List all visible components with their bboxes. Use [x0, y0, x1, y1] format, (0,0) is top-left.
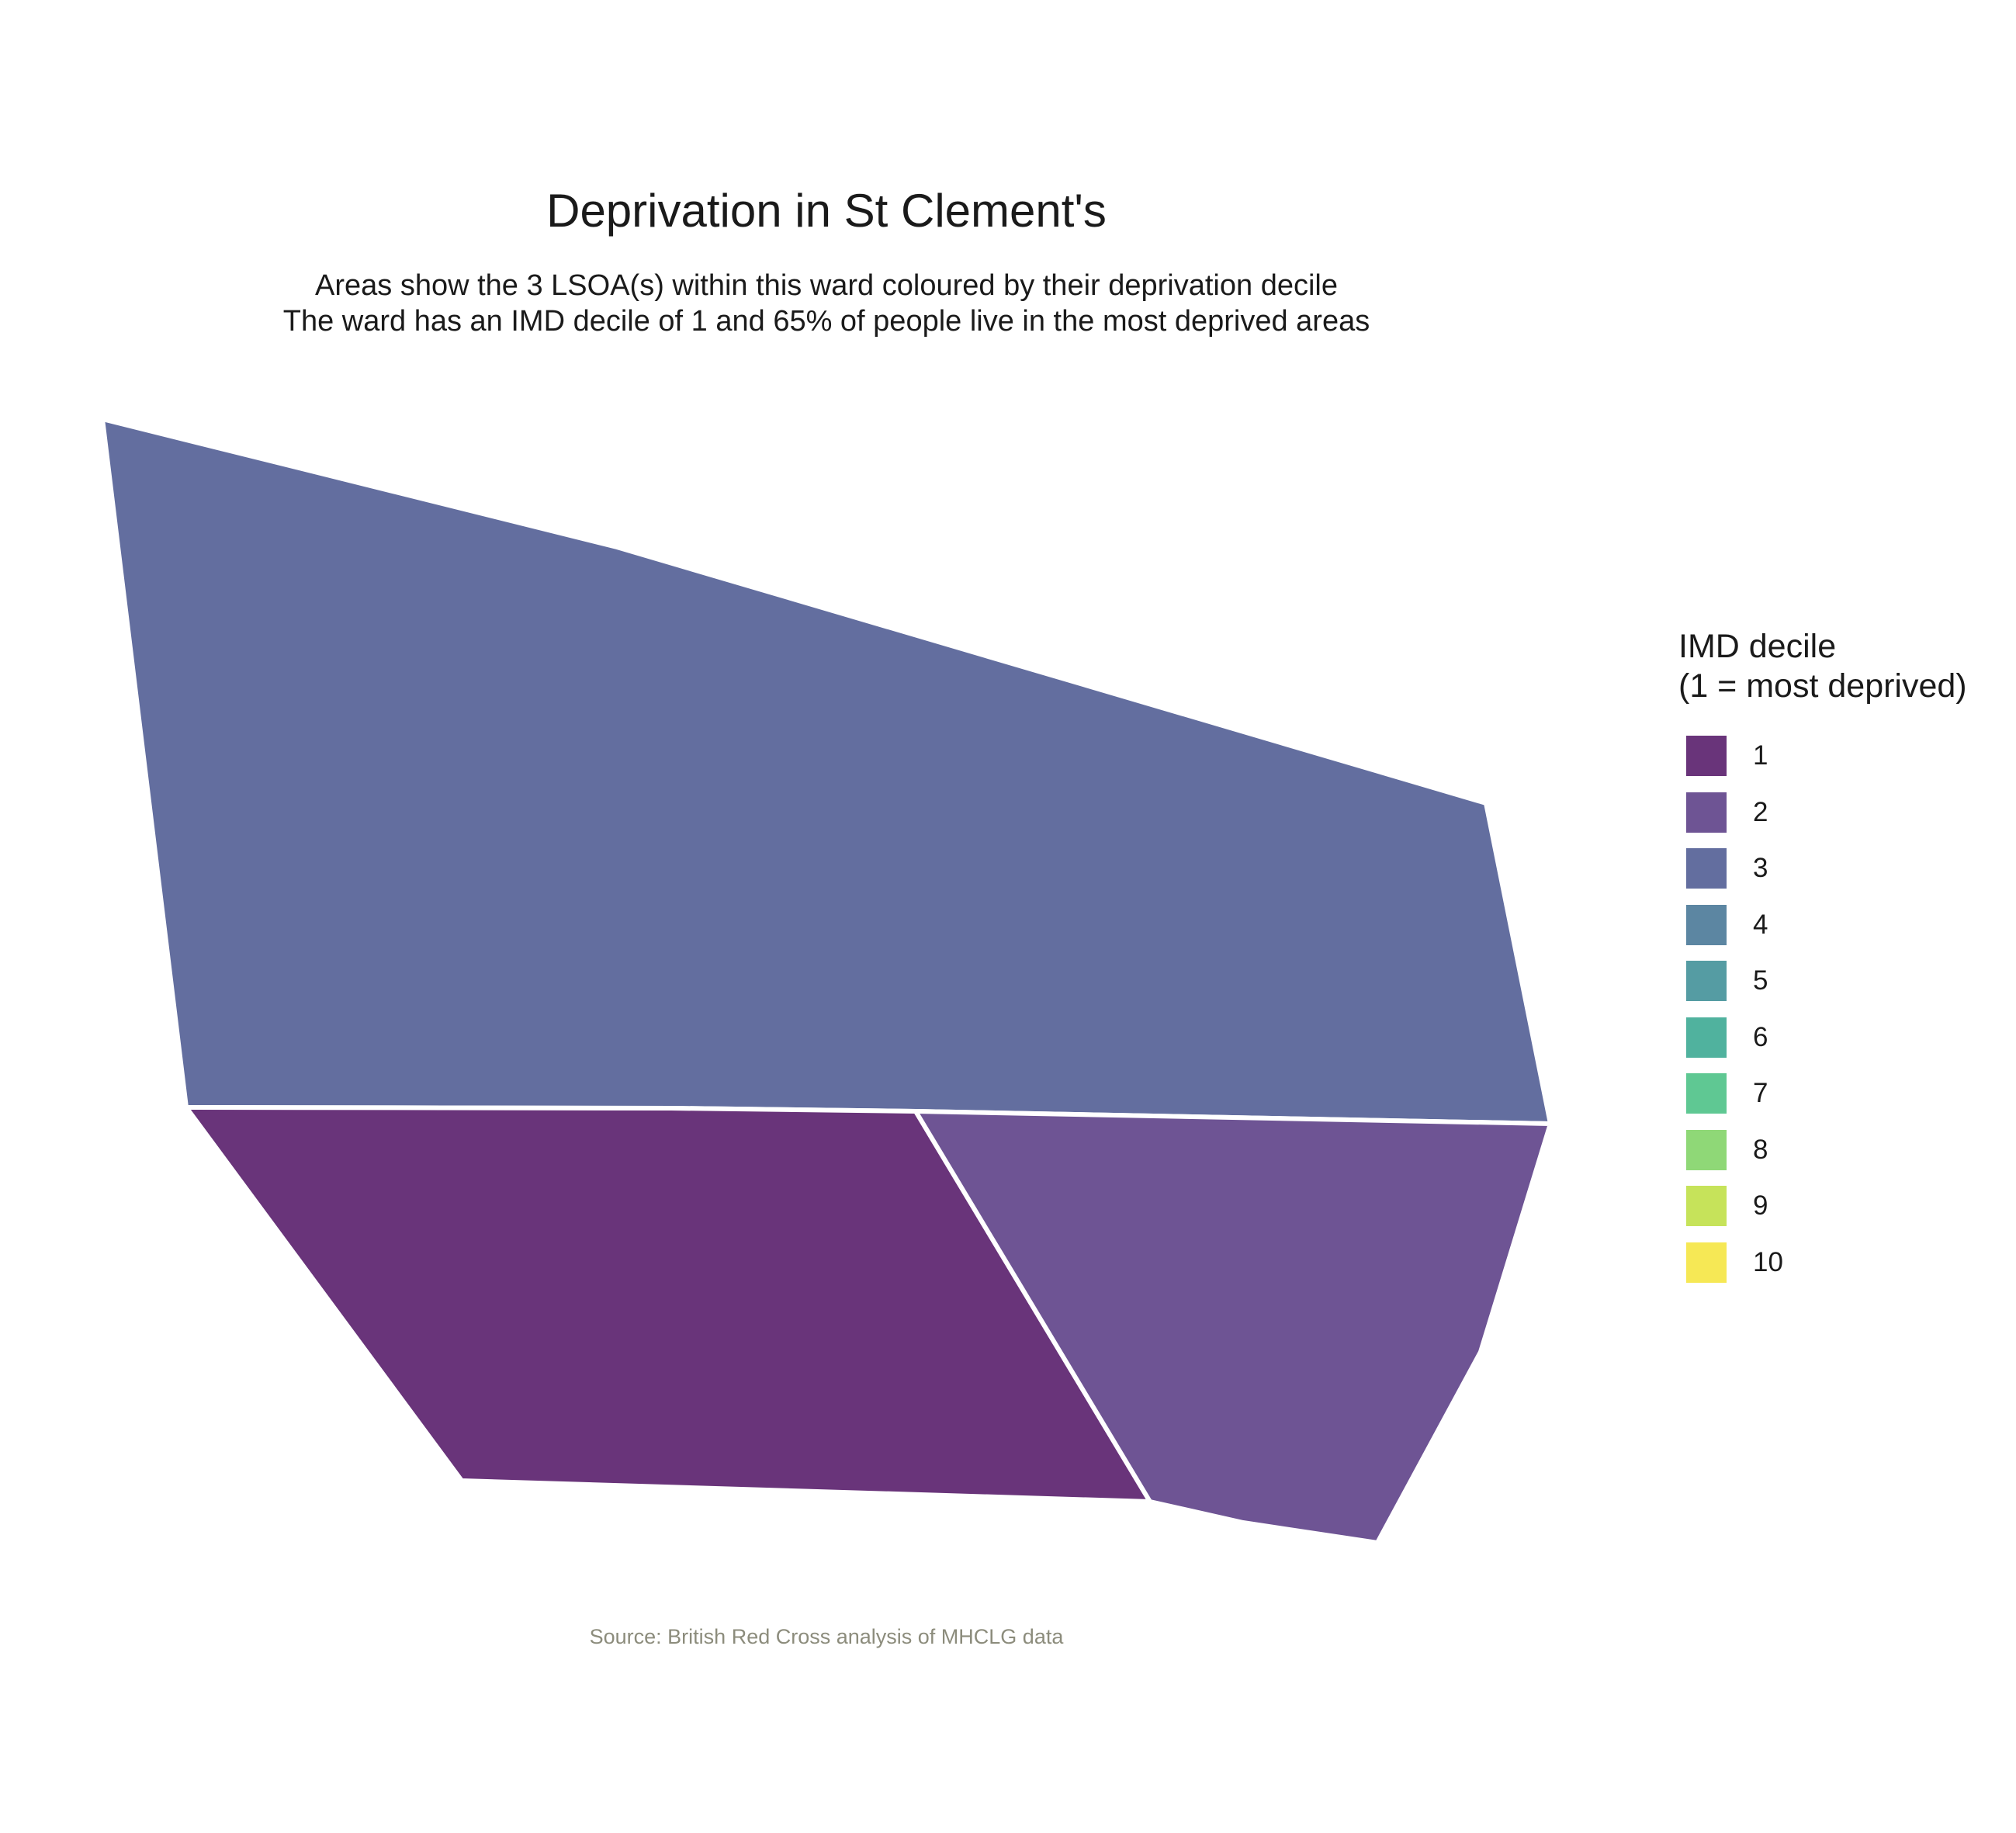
legend-swatch [1686, 1186, 1727, 1227]
legend-swatch [1686, 792, 1727, 833]
legend-label: 2 [1753, 796, 1768, 827]
legend-swatch [1686, 961, 1727, 1002]
legend-label: 1 [1753, 740, 1768, 771]
legend-swatch [1686, 1017, 1727, 1058]
legend-label: 6 [1753, 1021, 1768, 1052]
source-caption: Source: British Red Cross analysis of MH… [589, 1625, 1064, 1648]
legend-item: 4 [1686, 897, 2004, 954]
subtitle-line-2: The ward has an IMD decile of 1 and 65% … [282, 305, 1370, 338]
legend-label: 8 [1753, 1134, 1768, 1165]
legend-title-line-1: IMD decile [1678, 628, 1837, 665]
legend-label: 7 [1753, 1078, 1768, 1109]
legend-label: 4 [1753, 909, 1768, 940]
legend-item: 3 [1686, 840, 2004, 897]
chart-subtitle: Areas show the 3 LSOA(s) within this war… [0, 268, 1653, 339]
legend-swatch [1686, 1129, 1727, 1170]
legend-item: 6 [1686, 1010, 2004, 1066]
legend-item: 8 [1686, 1122, 2004, 1179]
legend-swatch [1686, 848, 1727, 889]
legend-label: 3 [1753, 853, 1768, 884]
legend-title: IMD decile (1 = most deprived) [1678, 627, 2004, 706]
legend-swatch [1686, 904, 1727, 945]
legend-item: 7 [1686, 1065, 2004, 1122]
subtitle-line-1: Areas show the 3 LSOA(s) within this war… [315, 269, 1338, 302]
legend-item: 1 [1686, 728, 2004, 785]
legend-item: 10 [1686, 1235, 2004, 1291]
chart-title: Deprivation in St Clement's [546, 185, 1107, 237]
legend-title-line-2: (1 = most deprived) [1678, 667, 1967, 705]
legend-items: 1 2 3 4 5 6 7 8 9 10 [1678, 728, 2004, 1291]
lsoa-area-decile-2[interactable] [913, 1109, 1553, 1545]
legend: IMD decile (1 = most deprived) 1 2 3 4 5 6 7 8 9… [1678, 627, 2004, 1291]
legend-label: 5 [1753, 965, 1768, 996]
legend-swatch [1686, 736, 1727, 777]
ward-map [100, 417, 1553, 1545]
lsoa-area-decile-3[interactable] [100, 417, 1553, 1126]
legend-item: 5 [1686, 953, 2004, 1010]
legend-label: 9 [1753, 1190, 1768, 1221]
legend-label: 10 [1753, 1246, 1783, 1277]
legend-item: 9 [1686, 1178, 2004, 1235]
legend-swatch [1686, 1073, 1727, 1114]
legend-item: 2 [1686, 785, 2004, 841]
legend-swatch [1686, 1242, 1727, 1283]
